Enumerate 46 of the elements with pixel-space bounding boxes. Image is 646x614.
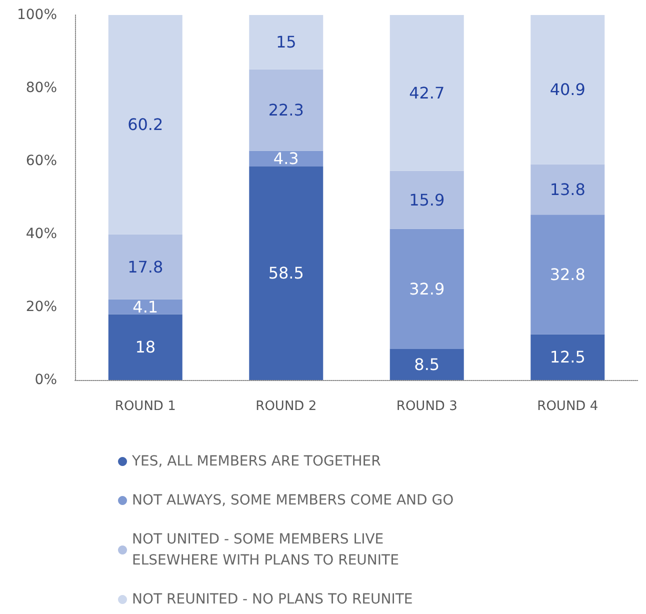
bar [530, 334, 605, 380]
bar [530, 214, 605, 334]
data-label: 17.8 [128, 257, 164, 276]
data-label: 18 [135, 338, 156, 357]
data-label: 32.8 [550, 265, 586, 284]
legend-label: NOT REUNITED - NO PLANS TO REUNITE [132, 592, 413, 608]
y-tick-label: 100% [16, 7, 57, 23]
data-label: 15.9 [409, 190, 445, 210]
y-tick-label: 20% [26, 299, 57, 315]
data-label: 4.1 [132, 297, 158, 316]
legend-label: NOT ALWAYS, SOME MEMBERS COME AND GO [132, 492, 454, 508]
bar [390, 170, 464, 229]
bar [530, 15, 605, 164]
data-label: 42.7 [409, 83, 445, 102]
bar [108, 299, 182, 314]
bar [390, 15, 464, 171]
legend-label: NOT UNITED - SOME MEMBERS LIVE ELSEWHERE WITH PLANS TO REUNITE [132, 532, 399, 568]
data-label: 58.5 [268, 264, 304, 283]
bar [390, 348, 464, 380]
y-tick-label: 40% [26, 226, 57, 242]
y-tick-label: 0% [34, 372, 57, 388]
legend-label: YES, ALL MEMBERS ARE TOGETHER [131, 454, 382, 470]
data-label: 32.9 [409, 279, 445, 298]
x-tick-label: ROUND 3 [396, 399, 458, 414]
data-label: 13.8 [550, 180, 586, 199]
data-label: 22.3 [268, 100, 304, 120]
x-tick-label: ROUND 2 [256, 399, 317, 414]
x-tick-label: ROUND 4 [537, 399, 598, 414]
data-label: 15 [276, 32, 296, 52]
bar [249, 150, 324, 166]
bar [390, 228, 464, 349]
bar [249, 69, 324, 151]
data-label: 40.9 [550, 80, 586, 100]
x-tick-label: ROUND 1 [114, 399, 176, 414]
bar [108, 314, 182, 380]
data-label: 4.3 [273, 149, 299, 168]
data-label: 12.5 [550, 348, 586, 367]
y-tick-label: 80% [26, 80, 57, 96]
bar [108, 15, 182, 234]
data-label: 8.5 [414, 354, 440, 374]
bar [530, 164, 605, 215]
bar [249, 166, 324, 380]
y-tick-label: 60% [26, 153, 57, 169]
bar [108, 234, 182, 300]
data-label: 60.2 [128, 115, 164, 134]
bar [249, 15, 324, 70]
